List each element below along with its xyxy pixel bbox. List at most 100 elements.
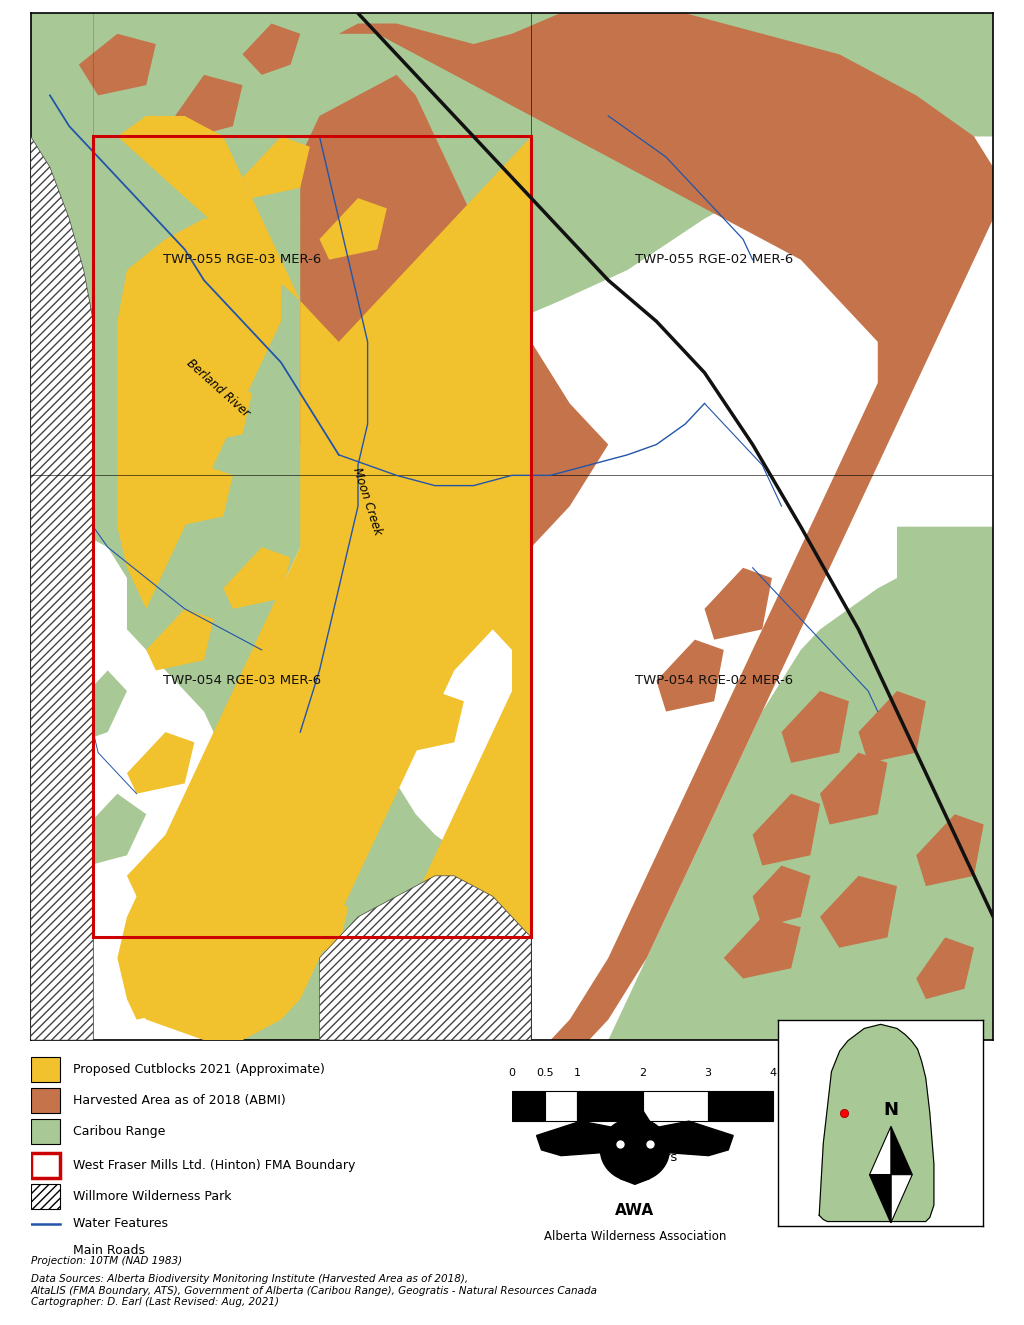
Polygon shape [537, 1121, 635, 1155]
Text: Alberta Wilderness Association: Alberta Wilderness Association [544, 1230, 726, 1243]
Text: Harvested Area as of 2018 (ABMI): Harvested Area as of 2018 (ABMI) [74, 1094, 286, 1108]
Polygon shape [184, 383, 252, 445]
Polygon shape [223, 794, 291, 856]
Polygon shape [705, 568, 772, 640]
Polygon shape [146, 610, 214, 670]
Polygon shape [435, 219, 503, 281]
Bar [578, 1092, 643, 1121]
Polygon shape [166, 856, 223, 928]
Text: Projection: 10TM (NAD 1983): Projection: 10TM (NAD 1983) [31, 1256, 182, 1267]
Polygon shape [127, 835, 195, 896]
Bar [93, 136, 531, 938]
Polygon shape [781, 692, 849, 763]
Polygon shape [127, 958, 195, 1020]
Text: Willmore Wilderness Park: Willmore Wilderness Park [74, 1190, 231, 1203]
Polygon shape [916, 938, 974, 999]
Text: AWA: AWA [615, 1203, 654, 1218]
Bar [31, 1057, 60, 1083]
Polygon shape [493, 486, 531, 547]
Polygon shape [858, 692, 926, 763]
Polygon shape [820, 753, 888, 824]
Polygon shape [916, 814, 984, 886]
Polygon shape [820, 876, 897, 947]
Polygon shape [281, 896, 348, 958]
Text: 3: 3 [705, 1068, 712, 1079]
Text: Data Sources: Alberta Biodiversity Monitoring Institute (Harvested Area as of 20: Data Sources: Alberta Biodiversity Monit… [31, 1273, 598, 1308]
Polygon shape [166, 465, 232, 527]
Polygon shape [31, 13, 993, 322]
Text: Moon Creek: Moon Creek [350, 465, 385, 537]
Polygon shape [70, 670, 127, 742]
Text: Proposed Cutblocks 2021 (Approximate): Proposed Cutblocks 2021 (Approximate) [74, 1063, 326, 1076]
Text: TWP-055 RGE-03 MER-6: TWP-055 RGE-03 MER-6 [164, 253, 322, 266]
Polygon shape [724, 917, 801, 978]
Polygon shape [891, 1175, 912, 1223]
Polygon shape [753, 794, 820, 865]
Text: 0.5: 0.5 [536, 1068, 553, 1079]
Bar [708, 1092, 773, 1121]
Text: TWP-055 RGE-02 MER-6: TWP-055 RGE-02 MER-6 [635, 253, 794, 266]
Polygon shape [358, 588, 425, 651]
Polygon shape [455, 774, 521, 835]
Polygon shape [262, 712, 329, 774]
Text: 1: 1 [573, 1068, 581, 1079]
Text: TWP-054 RGE-02 MER-6: TWP-054 RGE-02 MER-6 [635, 674, 794, 688]
Polygon shape [891, 1126, 912, 1175]
Text: West Fraser Mills Ltd. (Hinton) FMA Boundary: West Fraser Mills Ltd. (Hinton) FMA Boun… [74, 1159, 355, 1173]
Polygon shape [869, 1175, 891, 1223]
Polygon shape [621, 1110, 649, 1121]
Polygon shape [79, 33, 156, 95]
Polygon shape [175, 76, 243, 136]
Text: Kilometers: Kilometers [607, 1151, 678, 1165]
Text: 4: 4 [770, 1068, 776, 1079]
Text: 0: 0 [509, 1068, 515, 1079]
Polygon shape [319, 876, 531, 1040]
Polygon shape [339, 486, 407, 547]
Polygon shape [31, 136, 93, 1040]
Polygon shape [753, 865, 810, 927]
Polygon shape [79, 794, 146, 865]
Text: 2: 2 [639, 1068, 646, 1079]
Text: Caribou Range: Caribou Range [74, 1125, 166, 1138]
Polygon shape [621, 1167, 649, 1185]
Text: Water Features: Water Features [74, 1216, 168, 1230]
Polygon shape [31, 13, 531, 1040]
Bar [643, 1092, 708, 1121]
Text: Berland River: Berland River [184, 356, 253, 420]
Text: Main Roads: Main Roads [74, 1244, 145, 1257]
Polygon shape [339, 13, 993, 1040]
Polygon shape [656, 640, 724, 712]
Polygon shape [531, 13, 993, 1040]
Polygon shape [396, 692, 464, 753]
Polygon shape [118, 219, 281, 610]
Polygon shape [416, 856, 483, 917]
Polygon shape [358, 917, 425, 978]
Text: N: N [884, 1101, 898, 1120]
Polygon shape [243, 136, 310, 199]
Polygon shape [127, 731, 195, 794]
Bar [512, 1092, 545, 1121]
Bar [31, 1088, 60, 1113]
Polygon shape [455, 301, 521, 362]
Polygon shape [204, 301, 271, 362]
Bar [31, 1185, 60, 1210]
Polygon shape [801, 527, 993, 1040]
Polygon shape [377, 281, 444, 342]
Polygon shape [473, 383, 531, 445]
Polygon shape [319, 383, 387, 445]
Polygon shape [300, 670, 368, 731]
Polygon shape [600, 1118, 670, 1182]
Polygon shape [184, 917, 252, 978]
Polygon shape [635, 1121, 733, 1155]
Bar [31, 1153, 60, 1178]
Polygon shape [300, 76, 608, 670]
Polygon shape [243, 24, 300, 76]
Polygon shape [118, 117, 531, 1040]
Bar [545, 1092, 578, 1121]
Text: TWP-054 RGE-03 MER-6: TWP-054 RGE-03 MER-6 [164, 674, 322, 688]
Polygon shape [869, 1126, 891, 1175]
Bar [31, 1118, 60, 1143]
Polygon shape [819, 1024, 934, 1222]
Polygon shape [223, 547, 291, 610]
Polygon shape [319, 199, 387, 260]
